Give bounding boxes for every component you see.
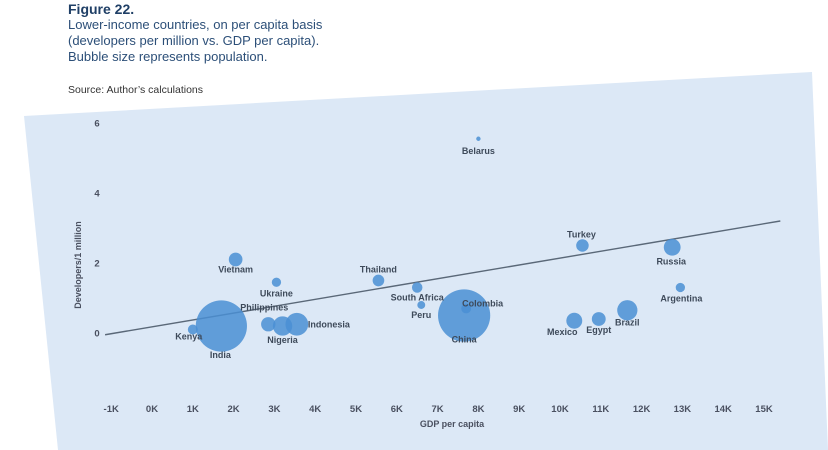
point-labels: Belarus Turkey Russia Argentina Vietnam Ukrai…: [175, 146, 703, 360]
x-tick-label: 10K: [551, 404, 569, 415]
x-tick-label: 6K: [391, 404, 403, 415]
x-tick-label: 3K: [268, 404, 280, 415]
subtitle-line-3: Bubble size represents population.: [68, 49, 268, 64]
bubble-india: [195, 300, 247, 352]
figure-number: Figure 22.: [68, 1, 135, 17]
x-tick-label: 15K: [755, 404, 773, 415]
x-tick-label: 2K: [228, 404, 240, 415]
x-tick-label: 9K: [513, 404, 525, 415]
x-tick-label: 0K: [146, 404, 158, 415]
label-philippines: Philippines: [240, 302, 288, 312]
label-peru: Peru: [411, 310, 431, 320]
subtitle-line-2: (developers per million vs. GDP per capi…: [68, 33, 320, 48]
x-tick-label: 7K: [432, 404, 444, 415]
label-egypt: Egypt: [586, 325, 611, 335]
x-tick-label: 11K: [592, 404, 609, 415]
x-axis-title: GDP per capita: [420, 419, 485, 429]
label-nigeria: Nigeria: [267, 335, 299, 345]
figure-source: Source: Author’s calculations: [68, 84, 204, 96]
bubble-thailand: [372, 274, 385, 287]
label-indonesia: Indonesia: [308, 319, 351, 329]
y-tick-label: 2: [94, 259, 99, 270]
bubble-argentina: [675, 282, 686, 293]
bubble-turkey: [576, 239, 589, 252]
label-colombia: Colombia: [462, 299, 504, 309]
label-turkey: Turkey: [567, 230, 596, 240]
bubble-colombia: [461, 303, 472, 314]
x-tick-label: 8K: [472, 404, 484, 415]
figure-subtitle: Lower-income countries, on per capita ba…: [68, 17, 428, 65]
label-south-africa: South Africa: [391, 293, 445, 303]
bubble-brazil: [617, 300, 638, 321]
bubble-philippines: [261, 317, 276, 332]
x-tick-label: 12K: [633, 404, 651, 415]
label-mexico: Mexico: [547, 327, 578, 337]
label-thailand: Thailand: [360, 265, 397, 275]
x-tick-label: -1K: [104, 404, 119, 415]
x-tick-label: 4K: [309, 404, 321, 415]
y-tick-label: 4: [94, 189, 100, 200]
y-tick-label: 6: [94, 119, 99, 130]
bubble-china: [438, 289, 491, 342]
x-axis-ticks: -1K 0K 1K 2K 3K 4K 5K 6K 7K 8K 9K 10K 11K 12K 13K 14K 15…: [104, 404, 773, 415]
bubble-ukraine: [271, 277, 282, 287]
label-vietnam: Vietnam: [218, 265, 253, 275]
bubble-belarus: [476, 136, 481, 141]
bubble-south-africa: [411, 282, 423, 293]
label-india: India: [210, 350, 232, 360]
bubble-vietnam: [228, 252, 243, 267]
bubble-egypt: [591, 312, 606, 326]
label-argentina: Argentina: [660, 294, 703, 304]
label-ukraine: Ukraine: [260, 288, 293, 298]
bubble-russia: [663, 238, 681, 256]
y-tick-label: 0: [94, 329, 99, 340]
y-axis-title: Developers/1 million: [73, 221, 83, 309]
x-tick-label: 13K: [674, 404, 692, 415]
bubble-kenya: [187, 324, 198, 335]
label-belarus: Belarus: [462, 146, 495, 156]
subtitle-line-1: Lower-income countries, on per capita ba…: [68, 17, 323, 32]
x-tick-label: 5K: [350, 404, 362, 415]
label-russia: Russia: [656, 256, 687, 266]
y-axis-ticks: 0 2 4 6: [94, 119, 100, 340]
label-china: China: [452, 335, 478, 345]
label-kenya: Kenya: [175, 332, 203, 342]
bubble-nigeria: [272, 316, 293, 336]
x-tick-label: 14K: [714, 404, 732, 415]
bubble-mexico: [566, 312, 583, 329]
chart-panel: [24, 72, 828, 450]
bubble-peru: [417, 301, 426, 309]
bubbles: [187, 136, 686, 352]
label-brazil: Brazil: [615, 317, 640, 327]
x-tick-label: 1K: [187, 404, 199, 415]
